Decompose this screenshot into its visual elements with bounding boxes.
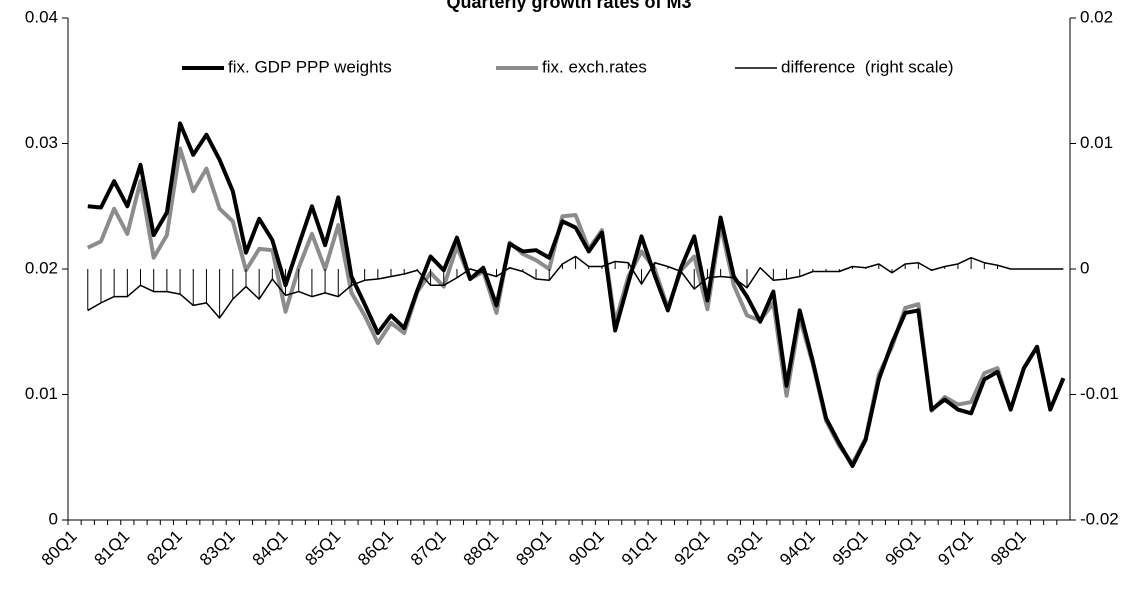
x-tick-label: 82Q1 bbox=[143, 527, 186, 570]
y-tick-label: 0.04 bbox=[25, 7, 58, 26]
x-tick-label: 92Q1 bbox=[671, 527, 714, 570]
y2-tick-label: 0 bbox=[1080, 258, 1089, 277]
x-tick-label: 84Q1 bbox=[249, 527, 292, 570]
x-tick-label: 83Q1 bbox=[196, 527, 239, 570]
series-line bbox=[87, 121, 1066, 469]
legend-label: fix. GDP PPP weights bbox=[228, 57, 392, 76]
series-line bbox=[87, 255, 1064, 319]
x-tick-label: 81Q1 bbox=[90, 527, 133, 570]
y2-tick-label: 0.02 bbox=[1080, 7, 1113, 26]
y-tick-label: 0.01 bbox=[25, 384, 58, 403]
x-tick-label: 88Q1 bbox=[460, 527, 503, 570]
y-tick-label: 0.03 bbox=[25, 133, 58, 152]
y2-tick-label: 0.01 bbox=[1080, 133, 1113, 152]
legend-label: difference (right scale) bbox=[781, 57, 954, 76]
x-tick-label: 80Q1 bbox=[38, 527, 81, 570]
x-tick-label: 86Q1 bbox=[354, 527, 397, 570]
y-tick-label: 0 bbox=[49, 509, 58, 528]
x-tick-label: 94Q1 bbox=[776, 527, 819, 570]
y-tick-label: 0.02 bbox=[25, 258, 58, 277]
x-tick-label: 89Q1 bbox=[512, 527, 555, 570]
x-tick-label: 85Q1 bbox=[301, 527, 344, 570]
x-tick-label: 97Q1 bbox=[934, 527, 977, 570]
x-tick-label: 93Q1 bbox=[723, 527, 766, 570]
x-tick-label: 87Q1 bbox=[407, 527, 450, 570]
x-tick-label: 90Q1 bbox=[565, 527, 608, 570]
x-tick-label: 98Q1 bbox=[987, 527, 1030, 570]
y2-tick-label: -0.02 bbox=[1080, 509, 1119, 528]
x-tick-label: 91Q1 bbox=[618, 527, 661, 570]
x-tick-label: 96Q1 bbox=[882, 527, 925, 570]
chart-title: Quarterly growth rates of M3 bbox=[446, 0, 691, 12]
legend-label: fix. exch.rates bbox=[542, 57, 647, 76]
y2-tick-label: -0.01 bbox=[1080, 384, 1119, 403]
x-tick-label: 95Q1 bbox=[829, 527, 872, 570]
